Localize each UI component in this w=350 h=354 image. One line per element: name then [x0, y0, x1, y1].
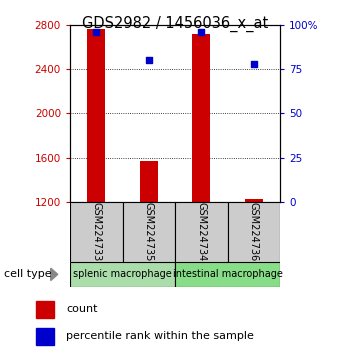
Bar	[175, 202, 228, 262]
Bar	[140, 161, 158, 335]
Text: percentile rank within the sample: percentile rank within the sample	[66, 331, 254, 341]
Text: GSM224735: GSM224735	[144, 202, 154, 262]
Text: GSM224736: GSM224736	[249, 202, 259, 262]
Bar	[70, 262, 175, 287]
Bar	[122, 202, 175, 262]
Text: GSM224734: GSM224734	[196, 202, 206, 262]
Bar	[192, 34, 210, 335]
Point	[198, 29, 204, 35]
Text: count: count	[66, 304, 98, 314]
Bar	[228, 202, 280, 262]
Point	[146, 57, 152, 63]
Point	[251, 61, 257, 67]
Point	[93, 29, 99, 35]
Bar	[70, 202, 122, 262]
Bar	[175, 262, 280, 287]
Bar	[36, 301, 54, 318]
Text: GDS2982 / 1456036_x_at: GDS2982 / 1456036_x_at	[82, 16, 268, 32]
Text: cell type: cell type	[4, 269, 51, 279]
Bar	[87, 29, 105, 335]
Text: GSM224733: GSM224733	[91, 202, 101, 262]
Bar	[245, 199, 263, 335]
Text: intestinal macrophage: intestinal macrophage	[173, 269, 282, 279]
Text: splenic macrophage: splenic macrophage	[73, 269, 172, 279]
Polygon shape	[51, 268, 58, 280]
Bar	[36, 328, 54, 345]
